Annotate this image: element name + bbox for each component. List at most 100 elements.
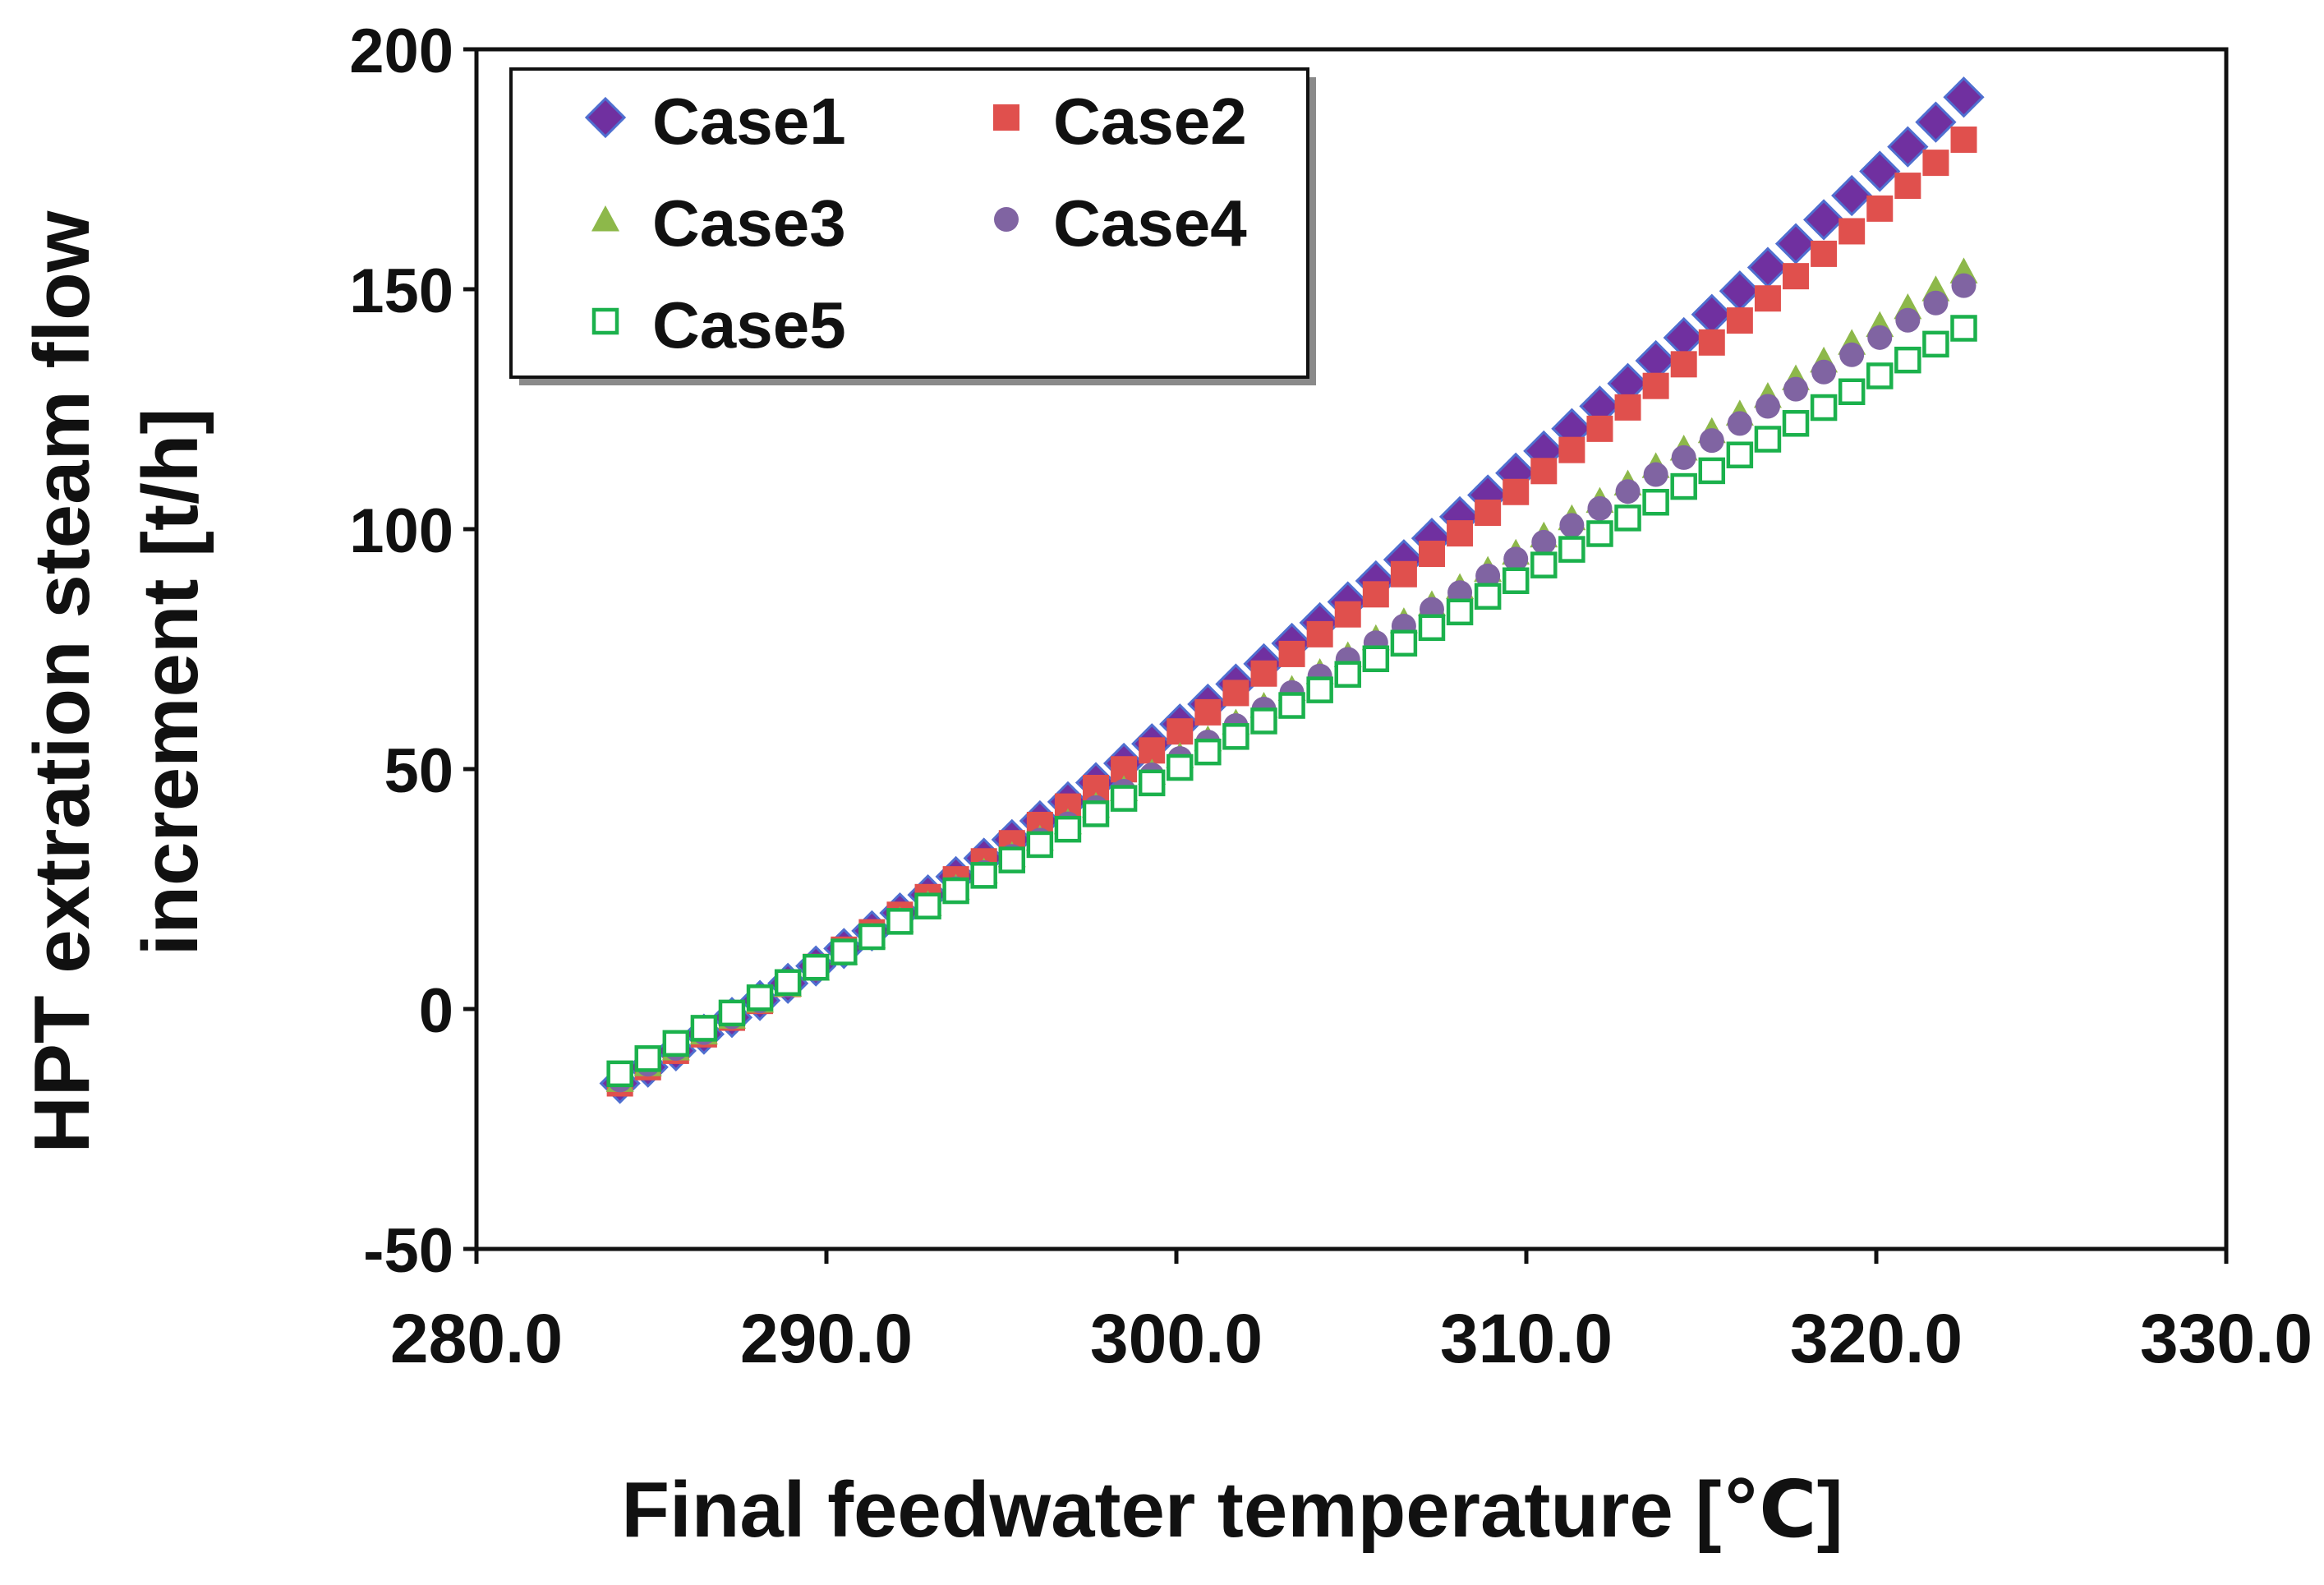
data-point-case5 <box>1922 330 1949 358</box>
legend-item-case1: Case1 <box>584 85 846 158</box>
data-points <box>599 76 1985 1104</box>
data-point-case5 <box>690 1015 718 1042</box>
x-tick-label: 310.0 <box>1440 1300 1613 1377</box>
data-point-case5 <box>1194 738 1222 766</box>
data-point-case5 <box>1082 800 1110 827</box>
data-point-case5 <box>1558 536 1585 563</box>
data-point-case2 <box>1950 126 1977 153</box>
data-point-case4 <box>1643 462 1668 487</box>
data-point-case1 <box>1943 76 1985 118</box>
data-point-case5 <box>1278 692 1305 719</box>
data-point-case4 <box>1503 546 1529 572</box>
data-point-case2 <box>1783 263 1810 290</box>
data-point-case5 <box>634 1045 661 1072</box>
data-point-case5 <box>858 923 886 951</box>
data-point-case5 <box>970 862 997 889</box>
legend-box <box>509 67 1309 379</box>
data-point-case5 <box>802 953 830 981</box>
data-point-case2 <box>1250 660 1277 687</box>
data-point-case5 <box>1950 315 1977 342</box>
y-tick-label: 100 <box>349 496 453 566</box>
data-point-case2 <box>1334 601 1361 628</box>
data-point-case5 <box>718 999 746 1027</box>
legend-label: Case3 <box>652 187 846 260</box>
legend-label: Case2 <box>1053 85 1247 158</box>
data-point-case5 <box>1502 567 1530 594</box>
data-point-case2 <box>1726 307 1753 334</box>
data-point-case2 <box>1642 372 1669 399</box>
data-point-case5 <box>831 938 858 965</box>
data-point-case4 <box>1587 495 1613 521</box>
x-axis-label: Final feedwater temperature [℃] <box>621 1466 1843 1554</box>
y-tick-label: 150 <box>349 256 453 326</box>
data-point-case2 <box>1838 218 1866 245</box>
data-point-case2 <box>1222 680 1249 707</box>
data-point-case2 <box>1698 329 1725 356</box>
data-point-case1 <box>1774 223 1817 265</box>
y-axis-ticks: -50 0 50 100 150 200 <box>349 16 476 1286</box>
data-point-case5 <box>662 1030 690 1057</box>
data-point-case5 <box>998 846 1026 873</box>
data-point-case4 <box>1699 428 1724 454</box>
legend-marker-case5 <box>591 307 619 335</box>
data-point-case5 <box>1642 488 1669 516</box>
data-point-case2 <box>1362 581 1389 608</box>
data-point-case2 <box>1278 640 1305 667</box>
data-point-case5 <box>914 892 941 919</box>
data-point-case4 <box>1615 479 1641 505</box>
data-point-case1 <box>1831 174 1873 217</box>
data-point-case4 <box>1923 290 1949 316</box>
data-point-case5 <box>1110 785 1138 812</box>
y-axis-label-line1: HPT extration steam flow <box>18 210 106 1153</box>
data-point-case5 <box>1138 769 1166 797</box>
data-point-case2 <box>1390 560 1417 587</box>
y-tick-label: 50 <box>384 736 453 806</box>
data-point-case4 <box>1531 529 1557 555</box>
legend-marker-case4 <box>994 207 1019 232</box>
data-point-case1 <box>1915 101 1957 143</box>
data-point-case5 <box>1334 661 1361 688</box>
data-point-case5 <box>1054 815 1082 843</box>
data-point-case5 <box>1586 520 1613 547</box>
data-point-case5 <box>1810 394 1838 422</box>
data-point-case5 <box>1530 551 1558 578</box>
data-point-case5 <box>1838 378 1866 406</box>
legend-label: Case5 <box>652 288 846 362</box>
data-point-case2 <box>1558 436 1585 463</box>
x-axis-ticks: 280.0 290.0 300.0 310.0 320.0 330.0 <box>390 1249 2312 1377</box>
data-point-case5 <box>1754 426 1782 453</box>
legend-marker-case1 <box>584 96 627 139</box>
data-point-case5 <box>1418 614 1446 642</box>
data-point-case2 <box>1811 240 1838 267</box>
data-point-case2 <box>1670 351 1697 378</box>
data-point-case2 <box>1447 520 1474 547</box>
data-point-case2 <box>1418 541 1445 568</box>
data-point-case5 <box>1782 410 1810 437</box>
data-point-case5 <box>1670 472 1697 500</box>
data-point-case5 <box>886 908 913 935</box>
data-point-case5 <box>1306 676 1333 703</box>
legend-items: Case1 Case2 Case3 Case4 Case5 <box>584 85 1247 362</box>
data-point-case5 <box>1726 441 1754 468</box>
x-tick-label: 320.0 <box>1790 1300 1963 1377</box>
data-point-case4 <box>1783 376 1809 402</box>
data-point-case4 <box>1559 513 1585 538</box>
legend-item-case2: Case2 <box>993 85 1247 158</box>
data-point-case2 <box>1922 150 1949 177</box>
data-point-case5 <box>1698 457 1726 485</box>
data-point-case2 <box>1167 718 1194 745</box>
data-point-case2 <box>1194 698 1222 726</box>
data-point-case2 <box>1754 285 1781 312</box>
data-point-case5 <box>942 877 969 905</box>
data-point-case5 <box>1250 707 1277 735</box>
data-point-case5 <box>1362 645 1390 673</box>
data-point-case4 <box>1951 273 1977 298</box>
data-point-case5 <box>746 984 774 1011</box>
data-point-case5 <box>606 1060 633 1088</box>
data-point-case5 <box>1866 362 1894 389</box>
data-point-case5 <box>1474 583 1502 611</box>
y-tick-label: -50 <box>363 1216 453 1286</box>
data-point-case4 <box>1811 359 1837 385</box>
data-point-case2 <box>1503 478 1530 505</box>
